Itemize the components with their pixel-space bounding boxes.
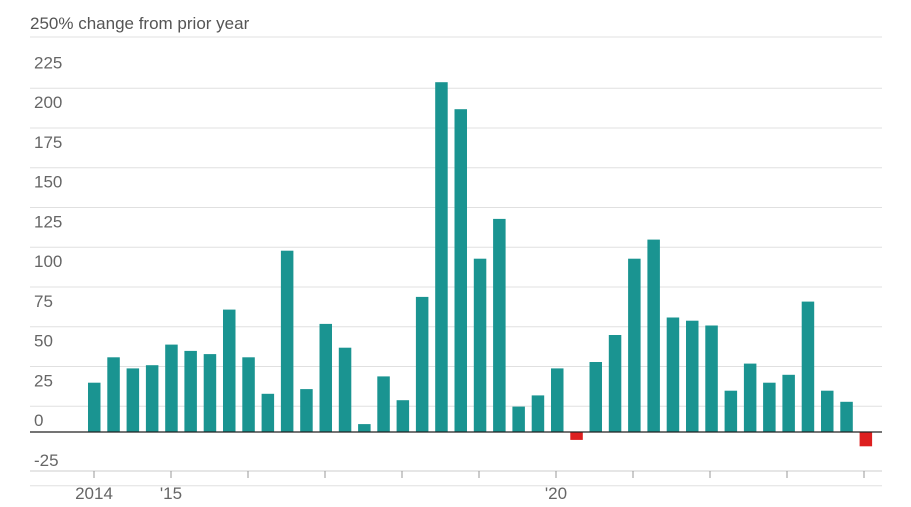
bar	[686, 320, 699, 432]
y-tick-label: -25	[34, 451, 59, 470]
bars	[88, 82, 873, 447]
bar	[126, 368, 140, 432]
x-tick-label: '20	[545, 484, 567, 503]
bar	[415, 296, 429, 432]
y-tick-label: 125	[34, 212, 62, 231]
bar	[512, 406, 525, 432]
bar	[435, 82, 448, 432]
bar	[396, 400, 410, 432]
y-tick-label: 150	[34, 173, 62, 192]
bar	[628, 258, 641, 432]
bar	[261, 393, 275, 432]
bar	[319, 323, 332, 432]
x-axis: 2014 '15 '20	[30, 470, 882, 503]
bar	[377, 376, 390, 432]
bar	[107, 357, 120, 432]
x-tick-label: '15	[160, 484, 182, 503]
bar	[724, 390, 738, 432]
bar	[589, 362, 602, 432]
bar	[454, 109, 467, 432]
bar	[570, 432, 583, 440]
bar	[300, 389, 313, 432]
bar	[840, 401, 853, 432]
y-axis-labels: 225 200 175 150 125 100 75 50 25 0 -25	[34, 53, 62, 470]
bar	[165, 344, 178, 432]
bar	[493, 218, 506, 432]
bar	[801, 301, 815, 432]
y-tick-label: 25	[34, 371, 53, 390]
y-tick-label: 50	[34, 332, 53, 351]
bar	[145, 365, 159, 432]
bar	[743, 363, 757, 432]
bar	[184, 350, 197, 432]
bar	[782, 374, 795, 432]
bar	[551, 368, 564, 432]
y-tick-label: 75	[34, 292, 53, 311]
bar	[821, 390, 834, 432]
bar	[358, 424, 371, 432]
x-tick-label: 2014	[75, 484, 113, 503]
bar	[88, 382, 101, 432]
bar	[763, 382, 776, 432]
bar	[242, 357, 255, 432]
bar	[647, 239, 660, 432]
y-tick-label: 200	[34, 93, 62, 112]
bar	[608, 335, 622, 432]
y-tick-label: 175	[34, 133, 62, 152]
y-tick-label: 100	[34, 252, 62, 271]
bar	[666, 317, 680, 432]
bar	[531, 395, 545, 432]
bar	[859, 432, 873, 447]
chart-title: 250% change from prior year	[30, 14, 250, 33]
bar	[203, 354, 217, 432]
y-tick-label: 0	[34, 411, 43, 430]
y-tick-label: 225	[34, 53, 62, 72]
bar	[705, 325, 718, 432]
bar	[280, 250, 294, 432]
bar	[473, 258, 487, 432]
bar	[223, 309, 236, 432]
bar	[338, 347, 352, 432]
